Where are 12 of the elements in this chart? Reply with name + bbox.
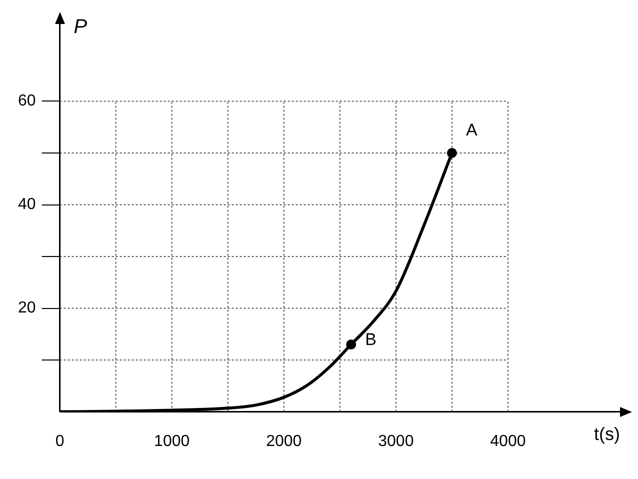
x-tick-label: 0 [55, 432, 64, 450]
annotation: A [466, 120, 478, 140]
y-tick-label: 60 [18, 92, 36, 110]
annotation: B [365, 330, 376, 350]
x-axis-title: t(s) [594, 424, 620, 444]
y-axis-title: P [74, 16, 88, 38]
y-tick-label: 40 [18, 196, 36, 214]
x-tick-label: 2000 [266, 432, 302, 450]
x-tick-label: 1000 [154, 432, 190, 450]
y-tick-label: 20 [18, 300, 36, 317]
x-tick-label: 4000 [490, 432, 526, 450]
x-tick-label: 3000 [378, 432, 414, 450]
